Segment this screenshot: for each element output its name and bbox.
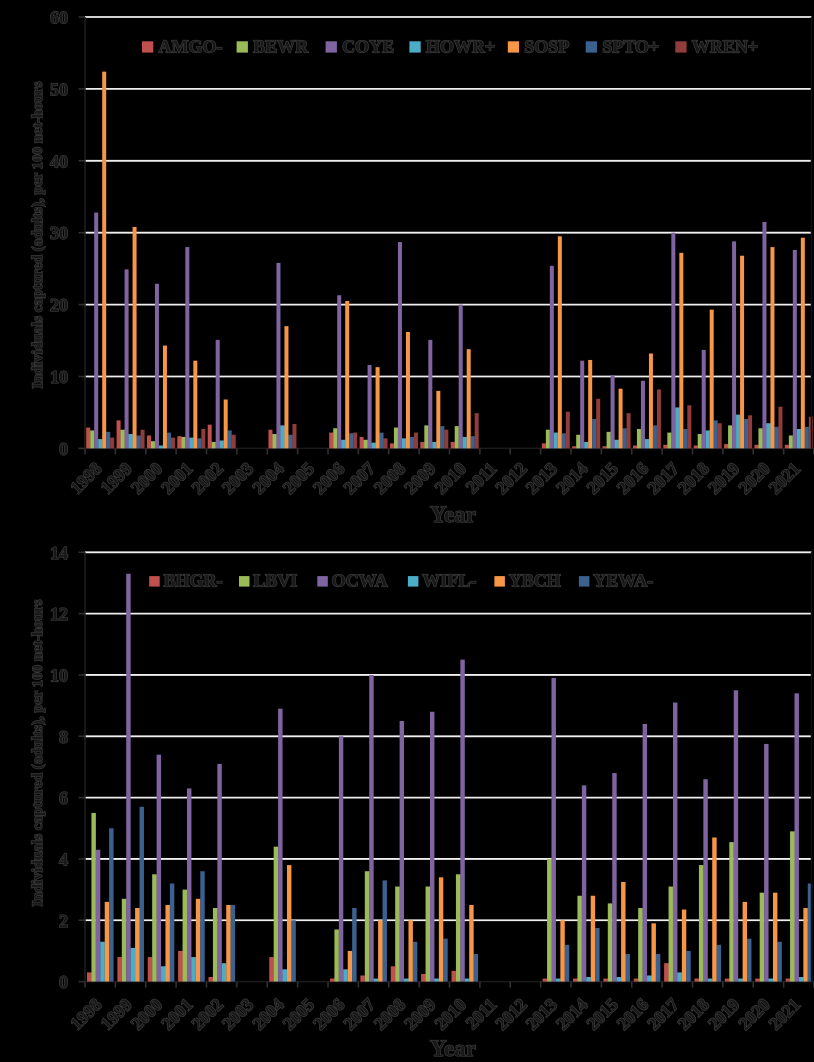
svg-text:60: 60 xyxy=(50,8,68,28)
svg-text:12: 12 xyxy=(50,604,68,624)
svg-text:SPTO+: SPTO+ xyxy=(602,37,659,57)
svg-text:LBVI: LBVI xyxy=(253,571,297,591)
svg-text:4: 4 xyxy=(59,849,68,869)
svg-text:20: 20 xyxy=(50,295,68,315)
svg-text:14: 14 xyxy=(50,543,68,563)
svg-text:HOWR+: HOWR+ xyxy=(426,37,495,57)
svg-text:SOSP: SOSP xyxy=(524,37,569,57)
svg-text:BHGR-: BHGR- xyxy=(164,571,223,591)
svg-text:50: 50 xyxy=(50,79,68,99)
svg-text:YEWA-: YEWA- xyxy=(593,571,653,591)
svg-text:OCWA: OCWA xyxy=(332,571,388,591)
svg-text:10: 10 xyxy=(50,665,68,685)
svg-text:Year: Year xyxy=(430,502,476,527)
svg-text:2: 2 xyxy=(59,911,68,931)
svg-text:2020: 2020 xyxy=(734,994,774,1034)
svg-text:WREN+: WREN+ xyxy=(692,37,758,57)
svg-text:Individuals captured (adults),: Individuals captured (adults), per 100 n… xyxy=(30,81,46,388)
svg-text:AMGO-: AMGO- xyxy=(159,37,223,57)
svg-text:0: 0 xyxy=(59,972,68,992)
svg-text:BEWR: BEWR xyxy=(253,37,309,57)
svg-text:30: 30 xyxy=(50,223,68,243)
svg-text:Individuals captured (adults),: Individuals captured (adults), per 100 n… xyxy=(30,599,46,906)
svg-text:WIFL-: WIFL- xyxy=(422,571,476,591)
svg-text:YBCH: YBCH xyxy=(509,571,561,591)
svg-text:Year: Year xyxy=(430,1036,476,1061)
svg-text:COYE: COYE xyxy=(342,37,394,57)
svg-text:6: 6 xyxy=(59,788,68,808)
svg-text:0: 0 xyxy=(59,439,68,459)
svg-text:8: 8 xyxy=(59,727,68,747)
svg-text:10: 10 xyxy=(50,367,68,387)
svg-text:40: 40 xyxy=(50,151,68,171)
